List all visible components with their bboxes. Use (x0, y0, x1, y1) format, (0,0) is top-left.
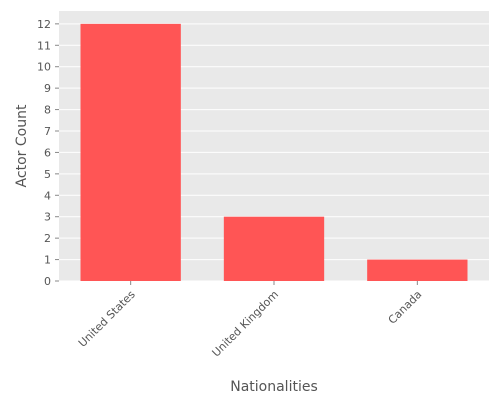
bars (80, 23, 468, 281)
y-tick-label: 7 (44, 125, 51, 138)
x-axis-title: Nationalities (230, 379, 318, 395)
y-tick-label: 12 (37, 18, 51, 31)
x-tick-label: Canada (386, 288, 425, 327)
x-axis-ticks: United States United Kingdom Canada (76, 281, 425, 360)
bar-canada (367, 259, 468, 281)
y-tick-label: 1 (44, 254, 51, 267)
y-tick-label: 4 (44, 189, 51, 202)
y-axis-title: Actor Count (14, 104, 30, 187)
bar-united-states (80, 23, 181, 281)
y-tick-label: 0 (44, 275, 51, 288)
y-tick-label: 10 (37, 61, 51, 74)
y-tick-label: 9 (44, 82, 51, 95)
x-tick-label: United States (76, 288, 138, 350)
x-tick-label: United Kingdom (209, 288, 281, 360)
y-tick-label: 3 (44, 211, 51, 224)
y-tick-label: 2 (44, 232, 51, 245)
y-tick-label: 8 (44, 104, 51, 117)
y-tick-label: 11 (37, 39, 51, 52)
bar-united-kingdom (223, 216, 325, 281)
y-tick-label: 6 (44, 146, 51, 159)
y-tick-label: 5 (44, 168, 51, 181)
